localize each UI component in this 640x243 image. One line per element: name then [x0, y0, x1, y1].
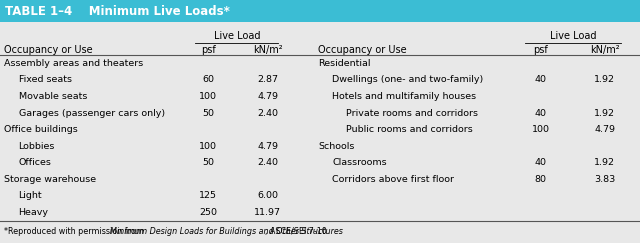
Text: Corridors above first floor: Corridors above first floor	[332, 175, 454, 184]
Text: Assembly areas and theaters: Assembly areas and theaters	[4, 59, 144, 68]
Text: 3.83: 3.83	[594, 175, 616, 184]
Text: 2.40: 2.40	[257, 109, 278, 118]
Text: 1.92: 1.92	[595, 76, 615, 85]
Text: Public rooms and corridors: Public rooms and corridors	[346, 125, 473, 134]
Text: Live Load: Live Load	[214, 31, 260, 41]
Text: 4.79: 4.79	[595, 125, 615, 134]
Text: kN/m²: kN/m²	[590, 45, 620, 55]
Text: Light: Light	[19, 191, 42, 200]
Text: kN/m²: kN/m²	[253, 45, 282, 55]
Text: Lobbies: Lobbies	[19, 142, 55, 151]
Text: Occupancy or Use: Occupancy or Use	[4, 45, 93, 55]
Text: 50: 50	[202, 158, 214, 167]
Text: Hotels and multifamily houses: Hotels and multifamily houses	[332, 92, 476, 101]
Text: psf: psf	[533, 45, 548, 55]
Text: 2.40: 2.40	[257, 158, 278, 167]
Text: 1.92: 1.92	[595, 109, 615, 118]
Text: 40: 40	[535, 109, 547, 118]
Text: 2.87: 2.87	[257, 76, 278, 85]
Bar	[0, 0, 640, 22]
Text: 1.92: 1.92	[595, 158, 615, 167]
Text: 4.79: 4.79	[257, 92, 278, 101]
Text: Office buildings: Office buildings	[4, 125, 78, 134]
Text: Private rooms and corridors: Private rooms and corridors	[346, 109, 478, 118]
Text: 125: 125	[199, 191, 217, 200]
Text: 4.79: 4.79	[257, 142, 278, 151]
Text: Dwellings (one- and two-family): Dwellings (one- and two-family)	[332, 76, 483, 85]
Text: Minimum Design Loads for Buildings and Other Structures: Minimum Design Loads for Buildings and O…	[110, 227, 343, 236]
Text: Live Load: Live Load	[550, 31, 596, 41]
Text: 40: 40	[535, 76, 547, 85]
Text: Fixed seats: Fixed seats	[19, 76, 72, 85]
Text: Storage warehouse: Storage warehouse	[4, 175, 97, 184]
Text: , ASCE/SEI 7-10.: , ASCE/SEI 7-10.	[265, 227, 329, 236]
Text: Movable seats: Movable seats	[19, 92, 87, 101]
Text: 11.97: 11.97	[254, 208, 281, 217]
Text: 40: 40	[535, 158, 547, 167]
Text: Residential: Residential	[318, 59, 371, 68]
Text: 60: 60	[202, 76, 214, 85]
Text: 100: 100	[532, 125, 550, 134]
Text: 100: 100	[199, 92, 217, 101]
Text: Heavy: Heavy	[19, 208, 49, 217]
Text: Offices: Offices	[19, 158, 51, 167]
Text: 250: 250	[199, 208, 217, 217]
Text: Classrooms: Classrooms	[332, 158, 387, 167]
Text: Occupancy or Use: Occupancy or Use	[318, 45, 406, 55]
Text: *Reproduced with permission from: *Reproduced with permission from	[4, 227, 147, 236]
Text: psf: psf	[200, 45, 216, 55]
Text: 6.00: 6.00	[257, 191, 278, 200]
Text: 80: 80	[535, 175, 547, 184]
Text: Garages (passenger cars only): Garages (passenger cars only)	[19, 109, 164, 118]
Text: Schools: Schools	[318, 142, 355, 151]
Text: 50: 50	[202, 109, 214, 118]
Text: TABLE 1–4    Minimum Live Loads*: TABLE 1–4 Minimum Live Loads*	[5, 5, 230, 18]
Text: 100: 100	[199, 142, 217, 151]
